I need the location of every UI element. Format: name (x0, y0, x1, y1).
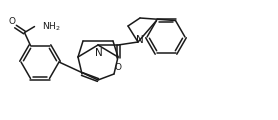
Text: N: N (136, 35, 144, 45)
Text: NH$_2$: NH$_2$ (43, 20, 61, 33)
Text: O: O (115, 63, 121, 72)
Text: O: O (8, 17, 15, 26)
Text: N: N (95, 48, 103, 58)
